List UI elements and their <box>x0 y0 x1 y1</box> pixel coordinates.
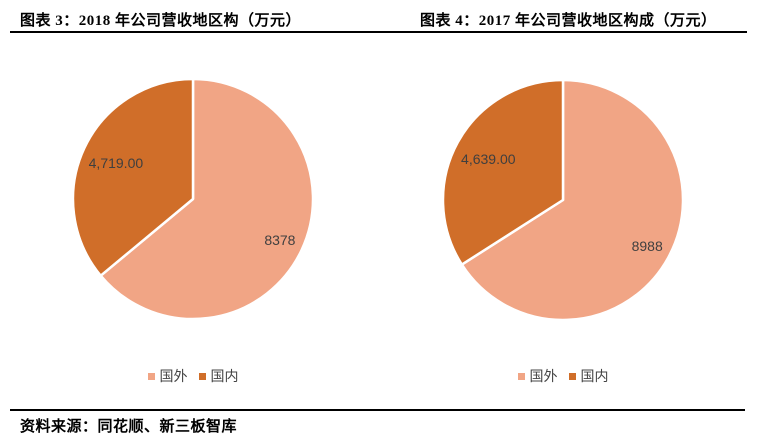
legend-item-国内: 国内 <box>198 368 239 384</box>
legend-item-国外: 国外 <box>147 368 188 384</box>
legend-label: 国外 <box>529 368 558 384</box>
pie-value-label-国外: 8378 <box>264 232 295 248</box>
pie-chart-2018: 8378 4,719.00 <box>70 76 316 322</box>
pie-value-label-国外: 8988 <box>632 238 663 254</box>
pie-slice-国外 <box>460 78 685 322</box>
legend-swatch-icon <box>147 372 155 380</box>
legend-2018: 国外 国内 <box>70 366 316 386</box>
legend-label: 国外 <box>159 368 188 384</box>
pie-value-label-国内: 4,639.00 <box>461 151 516 167</box>
legend-item-国外: 国外 <box>517 368 558 384</box>
legend-label: 国内 <box>580 368 609 384</box>
chart-title-2018: 图表 3：2018 年公司营收地区构（万元） <box>20 13 302 29</box>
chart-title-2017: 图表 4：2017 年公司营收地区构成（万元） <box>420 13 717 29</box>
legend-label: 国内 <box>210 368 239 384</box>
pie-slice-国内 <box>441 78 565 266</box>
pie-slice-国外 <box>99 77 315 321</box>
pie-slice-国内 <box>71 77 195 277</box>
legend-2017: 国外 国内 <box>440 366 686 386</box>
pie-chart-2017: 8988 4,639.00 <box>440 77 686 323</box>
source-attribution: 资料来源：同花顺、新三板智库 <box>20 419 238 435</box>
pie-value-label-国内: 4,719.00 <box>89 155 144 171</box>
legend-swatch-icon <box>568 372 576 380</box>
title-divider-line <box>10 31 747 33</box>
legend-item-国内: 国内 <box>568 368 609 384</box>
legend-swatch-icon <box>198 372 206 380</box>
legend-swatch-icon <box>517 372 525 380</box>
source-divider-line <box>10 409 745 411</box>
